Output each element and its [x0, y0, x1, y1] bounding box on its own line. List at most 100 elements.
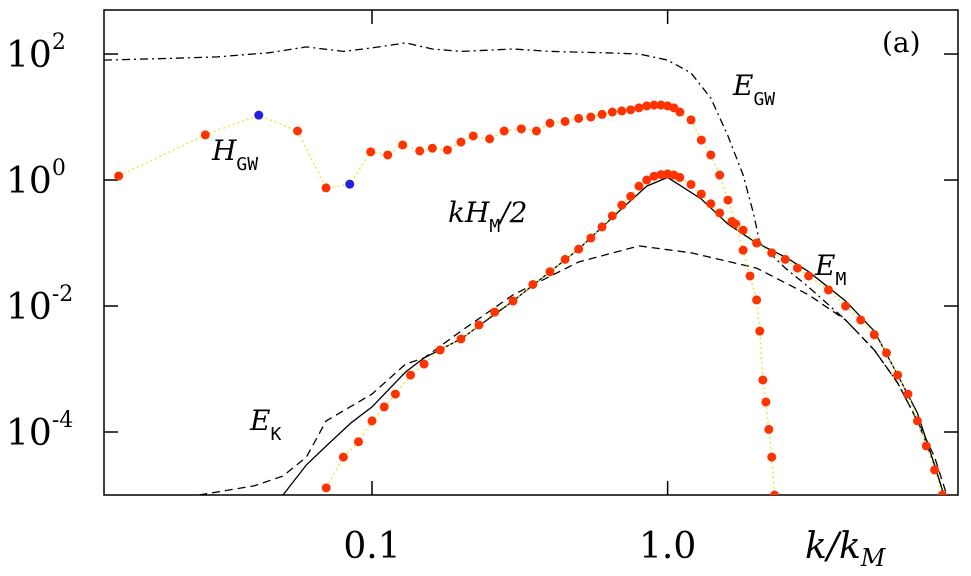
data-point: [930, 465, 940, 475]
data-point: [727, 216, 737, 226]
data-point: [764, 424, 774, 434]
data-point: [841, 301, 851, 311]
data-point: [586, 112, 596, 122]
data-point: [921, 441, 931, 451]
data-point: [675, 107, 685, 117]
data-point: [586, 233, 596, 243]
data-point: [617, 106, 627, 116]
y-tick-label: 10-4: [6, 408, 73, 454]
data-point: [435, 345, 445, 355]
data-point: [508, 296, 518, 306]
data-point: [597, 222, 607, 232]
annotation-text: H: [211, 134, 237, 167]
data-point: [642, 101, 652, 111]
data-point: [869, 330, 879, 340]
data-point: [715, 208, 725, 218]
y-tick-exponent: 0: [52, 156, 66, 181]
data-point: [528, 279, 538, 289]
data-point: [804, 271, 814, 281]
data-point: [419, 359, 429, 369]
data-point: [545, 267, 555, 277]
x-tick-label: 1.0: [639, 526, 696, 567]
data-point: [686, 179, 696, 189]
y-tick-exponent: -4: [52, 408, 73, 433]
data-point: [321, 483, 331, 493]
data-point: [767, 452, 777, 462]
data-point: [456, 334, 466, 344]
y-tick-label: 100: [6, 156, 66, 202]
data-point: [912, 416, 922, 426]
plot-frame: [103, 9, 959, 496]
data-point: [715, 170, 725, 180]
data-point: [474, 320, 484, 330]
data-point: [607, 211, 617, 221]
x-axis-label-text: k/k: [805, 526, 861, 567]
annotation-sub: GW: [753, 89, 775, 110]
data-point: [383, 150, 393, 160]
series-line: [198, 245, 948, 495]
data-point: [338, 452, 348, 462]
annotation: EGW: [732, 69, 775, 110]
data-point: [696, 189, 706, 199]
data-point: [617, 200, 627, 210]
data-point: [656, 100, 666, 110]
data-point: [752, 238, 762, 248]
data-point: [574, 244, 584, 254]
data-point: [738, 245, 748, 255]
data-point: [649, 100, 659, 110]
data-point: [823, 285, 833, 295]
data-point: [626, 191, 636, 201]
y-tick-base: 10: [6, 287, 52, 328]
data-point: [856, 315, 866, 325]
data-point: [353, 437, 363, 447]
annotation: EK: [249, 404, 281, 445]
data-point: [293, 126, 303, 136]
data-point: [755, 326, 765, 336]
annotation-sub: M: [489, 216, 500, 237]
y-tick-label: 10-2: [6, 282, 73, 328]
data-point: [607, 107, 617, 117]
data-point: [937, 490, 947, 495]
data-point: [379, 402, 389, 412]
annotation-sub: GW: [236, 154, 258, 175]
data-point: [696, 135, 706, 145]
data-point: [200, 130, 210, 140]
data-point: [761, 397, 771, 407]
data-point: [767, 248, 777, 258]
data-point: [881, 348, 891, 358]
data-point: [706, 150, 716, 160]
data-point: [634, 103, 644, 113]
annotation-text: E: [814, 249, 835, 282]
data-point: [427, 143, 437, 153]
data-point: [114, 171, 124, 181]
data-point: [758, 375, 768, 385]
annotation: kHM/2: [448, 196, 527, 237]
series-line: [282, 176, 945, 495]
data-point: [770, 490, 780, 495]
data-point: [415, 146, 425, 156]
data-point: [752, 295, 762, 305]
annotation-sub: M: [835, 269, 846, 290]
y-tick-base: 10: [6, 413, 52, 454]
data-point: [656, 170, 666, 180]
data-point: [792, 263, 802, 273]
annotation: EM: [814, 249, 846, 290]
annotation-sub: K: [270, 424, 281, 445]
data-point: [626, 105, 636, 115]
data-point: [706, 199, 716, 209]
y-tick-label: 102: [6, 30, 66, 76]
data-point: [366, 147, 376, 157]
panel-label: (a): [882, 26, 921, 59]
data-point: [345, 179, 355, 189]
annotation-text: E: [732, 69, 753, 102]
data-point: [490, 307, 500, 317]
data-point: [903, 389, 913, 399]
plot-area: [104, 42, 948, 495]
annotation: HGW: [211, 134, 258, 175]
data-point: [442, 145, 452, 155]
data-point: [642, 175, 652, 185]
data-point: [745, 271, 755, 281]
data-point: [780, 254, 790, 264]
